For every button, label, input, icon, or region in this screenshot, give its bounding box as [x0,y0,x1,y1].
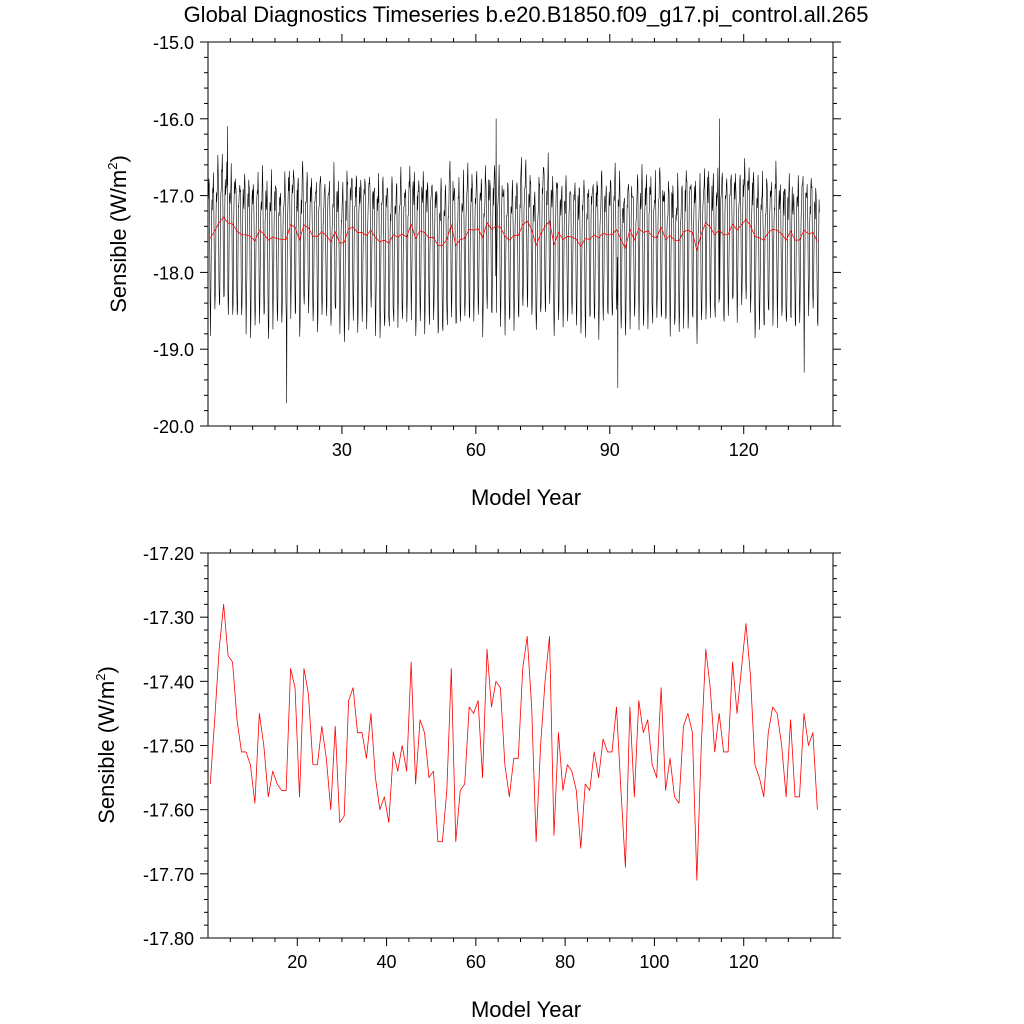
y-tick-label: -17.20 [143,544,194,564]
annual-line [209,603,818,881]
y-tick-label: -19.0 [153,340,194,360]
y-tick-label: -17.0 [153,187,194,207]
top-y-axis-label: Sensible (W/m2) [105,155,131,313]
x-tick-label: 60 [466,440,486,460]
y-tick-label: -17.40 [143,672,194,692]
x-tick-label: 100 [639,952,669,972]
monthly-line [207,118,820,404]
y-tick-label: -17.60 [143,801,194,821]
y-tick-label: -17.80 [143,929,194,949]
top-panel: -20.0 -19.0 -18.0 -17.0 -16.0 -15.0 30 60 90 120… [105,33,841,510]
x-tick-label: 120 [729,952,759,972]
monthly-series-black [207,118,820,404]
x-tick-label: 20 [287,952,307,972]
top-x-axis-label: Model Year [471,485,581,510]
y-tick-label: -17.30 [143,608,194,628]
top-y-axis: -20.0 -19.0 -18.0 -17.0 -16.0 -15.0 [153,33,841,437]
annual-line [209,216,818,251]
y-tick-label: -17.50 [143,737,194,757]
y-tick-label: -20.0 [153,417,194,437]
annual-series-red [209,216,818,251]
y-tick-label: -15.0 [153,33,194,53]
top-x-axis: 30 60 90 120 [229,34,812,460]
bottom-y-axis-label: Sensible (W/m2) [93,666,119,824]
bottom-panel: -17.80 -17.70 -17.60 -17.50 -17.40 -17.30 -17.… [93,544,841,1022]
x-tick-label: 30 [332,440,352,460]
x-tick-label: 60 [466,952,486,972]
top-plot-frame [207,41,834,427]
bottom-x-axis-label: Model Year [471,997,581,1022]
y-tick-label: -18.0 [153,263,194,283]
annual-series-red [209,603,818,881]
x-tick-label: 40 [377,952,397,972]
chart-title: Global Diagnostics Timeseries b.e20.B185… [184,2,869,27]
x-tick-label: 90 [600,440,620,460]
bottom-plot-frame [207,552,834,939]
bottom-x-axis: 20 40 60 80 100 120 [229,545,812,972]
bottom-y-axis: -17.80 -17.70 -17.60 -17.50 -17.40 -17.30 -17.… [143,544,841,949]
y-tick-label: -17.70 [143,865,194,885]
y-tick-label: -16.0 [153,110,194,130]
x-tick-label: 80 [555,952,575,972]
x-tick-label: 120 [729,440,759,460]
